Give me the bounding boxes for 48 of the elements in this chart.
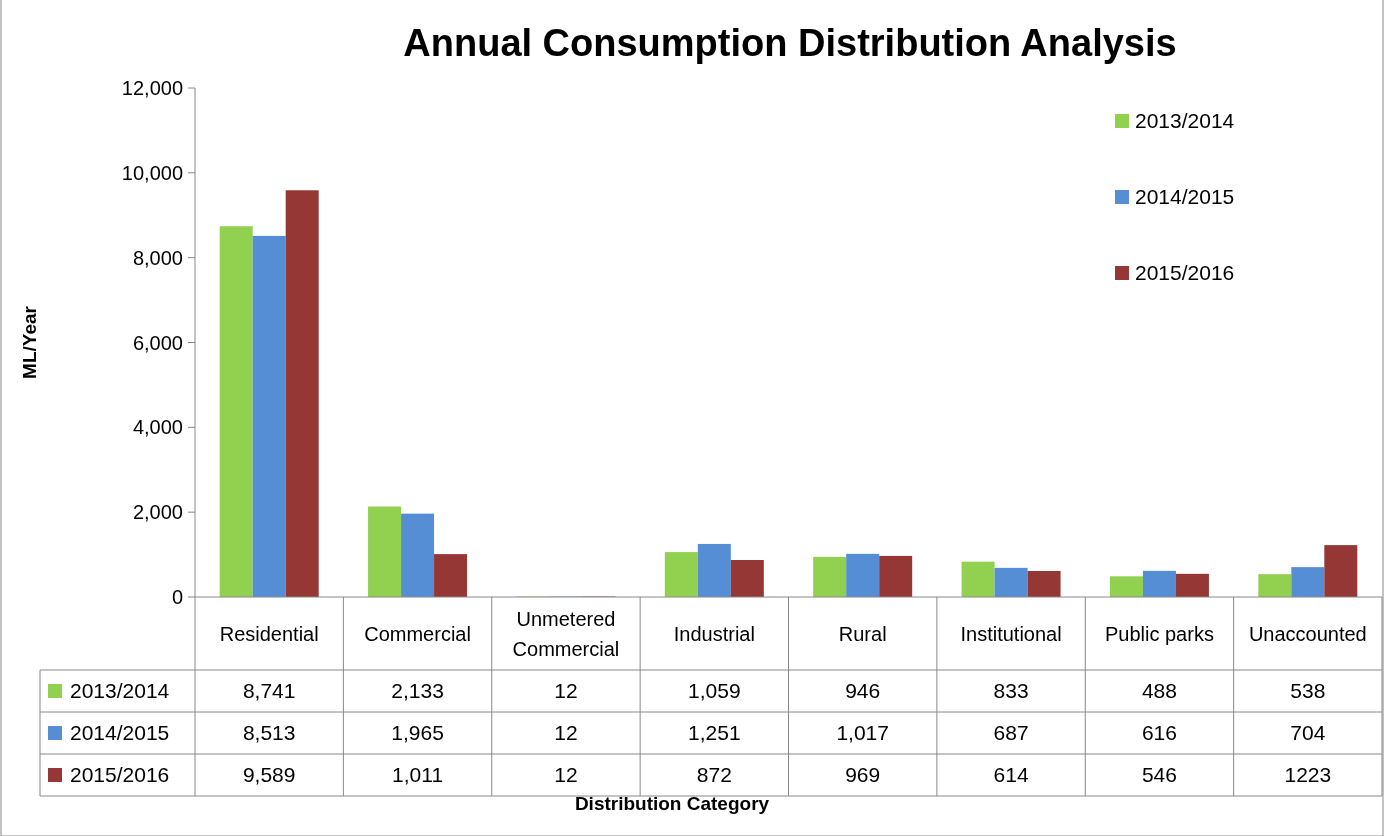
text: 2014/2015 — [70, 721, 170, 745]
data-label: 1,965 — [391, 721, 444, 745]
data-label: 833 — [993, 679, 1029, 703]
x-tick-label: Residential — [219, 622, 319, 645]
chart-title: Annual Consumption Distribution Analysis — [403, 22, 1177, 64]
data-label: 12 — [554, 763, 578, 787]
data-label: 488 — [1141, 679, 1177, 703]
legend-label: 2013/2014 — [1135, 109, 1235, 133]
x-tick-label: Institutional — [960, 622, 1062, 645]
legend-label: 2014/2015 — [1135, 185, 1235, 209]
data-label: 1223 — [1284, 763, 1332, 787]
data-label: 2,133 — [391, 679, 444, 703]
data-label: 614 — [993, 763, 1029, 787]
x-tick-label: Unmetered Commercial — [512, 607, 620, 660]
data-label: 616 — [1141, 721, 1177, 745]
y-tick-label: 6,000 — [132, 331, 183, 354]
y-tick-label: 10,000 — [121, 161, 183, 184]
legend-label: 2015/2016 — [1135, 261, 1235, 285]
data-label: 946 — [845, 679, 881, 703]
x-tick-label: Unaccounted — [1248, 622, 1367, 645]
data-label: 969 — [845, 763, 881, 787]
data-label: 12 — [554, 721, 578, 745]
y-tick-label: 0 — [171, 586, 183, 608]
data-label: 704 — [1290, 721, 1326, 745]
y-tick-label: 2,000 — [132, 501, 183, 524]
text: Distribution Category — [574, 792, 770, 814]
x-tick-label: Industrial — [673, 622, 755, 645]
data-label: 687 — [993, 721, 1029, 745]
text: 2013/2014 — [70, 679, 170, 703]
text: 2015/2016 — [70, 763, 170, 787]
x-tick-label: Commercial — [364, 622, 471, 645]
x-tick-label: Rural — [838, 622, 887, 645]
y-tick-label: 8,000 — [132, 246, 183, 269]
data-label: 872 — [696, 763, 732, 787]
data-label: 538 — [1290, 679, 1326, 703]
data-label: 1,059 — [688, 679, 741, 703]
data-label: 8,513 — [242, 721, 296, 745]
data-label: 8,741 — [242, 679, 296, 703]
data-label: 1,251 — [688, 721, 741, 745]
data-label: 1,011 — [392, 763, 444, 787]
data-label: 12 — [554, 679, 578, 703]
y-axis-title: ML/Year — [19, 305, 40, 379]
y-tick-label: 12,000 — [121, 77, 183, 99]
data-label: 546 — [1141, 763, 1177, 787]
data-label: 9,589 — [242, 763, 296, 787]
x-tick-label: Public parks — [1104, 622, 1214, 645]
y-tick-label: 4,000 — [132, 416, 183, 439]
data-label: 1,017 — [836, 721, 889, 745]
